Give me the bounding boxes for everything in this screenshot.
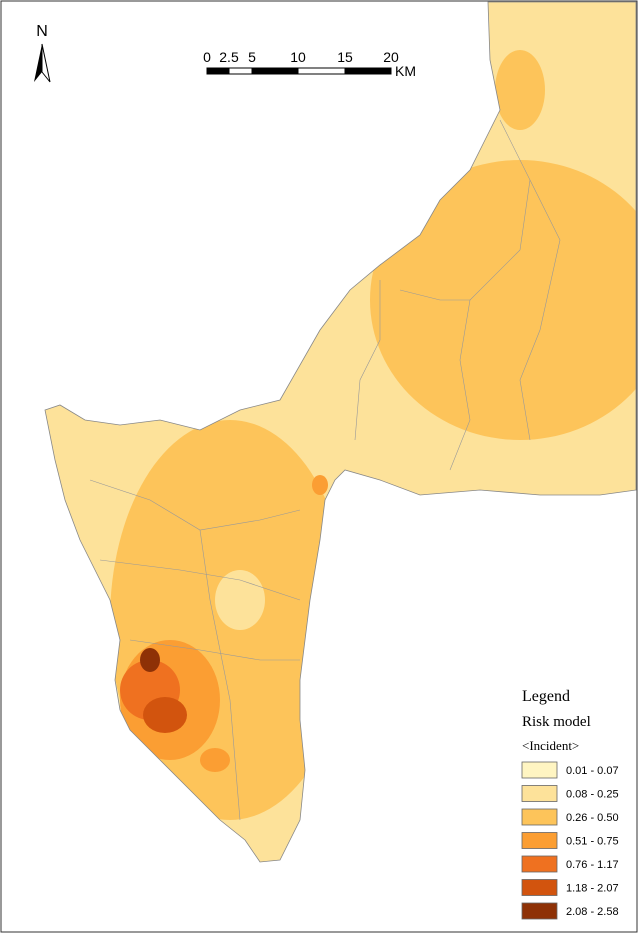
scale-segment: [344, 67, 392, 75]
legend-field: <Incident>: [522, 738, 579, 753]
scale-label: 20: [383, 49, 399, 65]
scale-segment: [228, 67, 253, 75]
scale-label: 0: [203, 49, 211, 65]
legend-subtitle: Risk model: [522, 714, 591, 730]
scale-label: 15: [337, 49, 353, 65]
district-boundaries: [89, 119, 561, 821]
north-arrow: [34, 44, 42, 82]
scale-label: 5: [248, 49, 256, 65]
legend-swatch: [521, 879, 558, 896]
scale-segment: [251, 67, 299, 75]
scale-segment: [206, 67, 230, 75]
legend-swatch: [521, 855, 558, 873]
legend-label: 0.76 - 1.17: [566, 859, 619, 871]
legend-label: 0.51 - 0.75: [566, 836, 619, 848]
legend-label: 0.08 - 0.25: [566, 789, 619, 801]
north-label: N: [36, 23, 48, 40]
north-arrow: [41, 43, 51, 83]
legend-swatch: [521, 761, 558, 779]
legend-label: 1.18 - 2.07: [566, 883, 619, 895]
legend-label: 0.01 - 0.07: [566, 765, 619, 777]
scale-segment: [297, 67, 346, 75]
legend-label: 0.26 - 0.50: [566, 812, 619, 824]
scale-unit: KM: [395, 63, 416, 79]
legend: Legend Risk model <Incident> 0.01 - 0.07 0.0…: [521, 688, 619, 920]
legend-swatch: [521, 902, 558, 920]
legend-title: Legend: [522, 688, 570, 705]
legend-swatch: [521, 785, 558, 802]
legend-label: 2.08 - 2.58: [566, 906, 619, 918]
scale-label: 10: [290, 49, 306, 65]
legend-swatch: [521, 808, 558, 826]
coastline: [44, 1, 637, 863]
legend-swatch: [521, 832, 558, 849]
scale-label: 2.5: [219, 49, 239, 65]
